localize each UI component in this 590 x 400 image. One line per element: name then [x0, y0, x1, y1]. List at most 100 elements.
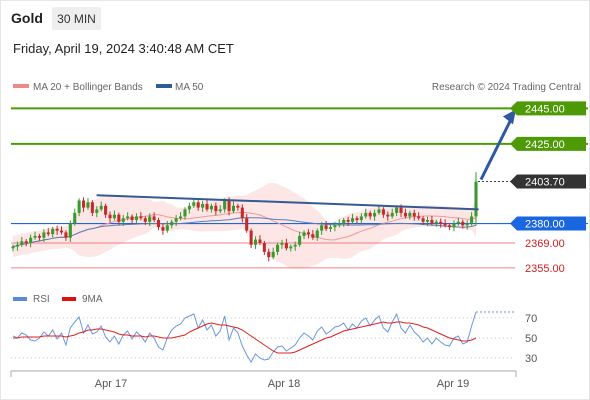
candle-body — [306, 232, 310, 235]
candle-body — [29, 237, 33, 244]
level-label-2380.00: 2380.00 — [525, 219, 565, 231]
candle-body — [425, 220, 430, 222]
candle — [205, 199, 209, 212]
candle-body — [108, 214, 112, 219]
candle — [42, 229, 46, 242]
candle — [174, 215, 178, 227]
candle — [368, 210, 372, 220]
candle-body — [161, 227, 165, 231]
trendline — [96, 194, 479, 211]
timeframe-button[interactable]: 30 MIN — [52, 7, 101, 30]
level-tag-2380.00 — [510, 216, 586, 231]
candle-body — [342, 220, 346, 224]
candle — [465, 220, 469, 230]
candle — [364, 208, 368, 219]
candle-body — [68, 223, 72, 238]
candle — [425, 216, 430, 227]
candle-body — [262, 243, 266, 252]
candle — [104, 203, 108, 218]
candle-body — [439, 221, 443, 224]
rsi-tick-label: 70 — [525, 313, 537, 325]
candle-body — [403, 212, 407, 217]
x-tick-label: Apr 17 — [95, 378, 127, 390]
candle — [240, 204, 244, 223]
candle-body — [46, 232, 50, 235]
candle-body — [227, 200, 231, 212]
candle — [86, 198, 90, 210]
candle-body — [192, 202, 196, 206]
candle-body — [359, 216, 363, 220]
candle — [359, 213, 363, 225]
candle-body — [86, 202, 90, 208]
candle-body — [205, 204, 209, 210]
candle-body — [443, 223, 447, 226]
candle — [324, 221, 328, 231]
candle-body — [179, 216, 183, 219]
candle — [439, 218, 443, 228]
candle — [126, 212, 130, 221]
candle-body — [346, 220, 350, 222]
9ma-line — [13, 321, 477, 354]
candle — [121, 215, 125, 227]
candle — [377, 205, 381, 216]
candle-body — [24, 241, 28, 244]
level-tag-2403.70 — [510, 174, 586, 189]
candle — [201, 200, 205, 212]
candle — [170, 219, 174, 229]
candle-body — [148, 216, 152, 222]
candle-body — [373, 212, 377, 217]
candle-body — [170, 221, 174, 226]
candle-body — [271, 251, 275, 258]
ma50-legend-swatch — [156, 84, 172, 88]
candle — [333, 222, 337, 232]
candle-body — [465, 223, 469, 226]
candle — [276, 242, 280, 256]
candle-body — [350, 218, 355, 222]
candle — [156, 217, 161, 231]
candle — [293, 241, 297, 251]
candle-body — [112, 214, 116, 219]
candle-body — [368, 212, 372, 217]
candle-body — [236, 205, 240, 208]
candle — [262, 240, 266, 256]
candle-body — [280, 243, 284, 245]
candle-body — [311, 234, 315, 238]
projection-arrow-shaft — [479, 118, 513, 181]
candle — [33, 231, 37, 240]
candle — [51, 226, 55, 238]
candle-body — [187, 205, 191, 210]
candle — [196, 200, 200, 211]
moving-averages — [12, 211, 477, 248]
candle — [117, 212, 121, 225]
candlesticks — [11, 172, 478, 262]
rsi-legend: RSI 9MA — [13, 294, 103, 305]
x-tick-label: Apr 19 — [437, 378, 469, 390]
rsi-tick-label: 50 — [525, 333, 537, 345]
candle — [298, 231, 302, 247]
candle-body — [231, 205, 236, 212]
candle — [68, 220, 72, 242]
candle-body — [214, 205, 218, 212]
candle-body — [320, 225, 324, 231]
candle — [443, 219, 447, 228]
candle — [209, 203, 213, 213]
candle-body — [209, 205, 213, 210]
candle — [231, 201, 236, 214]
candle — [289, 244, 293, 252]
candle-body — [302, 232, 306, 236]
candle — [470, 212, 474, 226]
candle — [187, 202, 191, 214]
candle — [46, 228, 50, 237]
ma20-legend-label: MA 20 + Bollinger Bands — [33, 82, 143, 93]
candle-body — [73, 212, 77, 224]
candle-body — [381, 209, 385, 215]
candle-body — [395, 207, 399, 213]
candle-body — [474, 181, 478, 217]
candle — [73, 208, 77, 226]
candle — [408, 210, 412, 220]
candle — [112, 210, 116, 221]
rsi-tick-label: 30 — [525, 353, 537, 365]
candle-body — [201, 204, 205, 208]
level-label-2445.00: 2445.00 — [525, 103, 565, 115]
